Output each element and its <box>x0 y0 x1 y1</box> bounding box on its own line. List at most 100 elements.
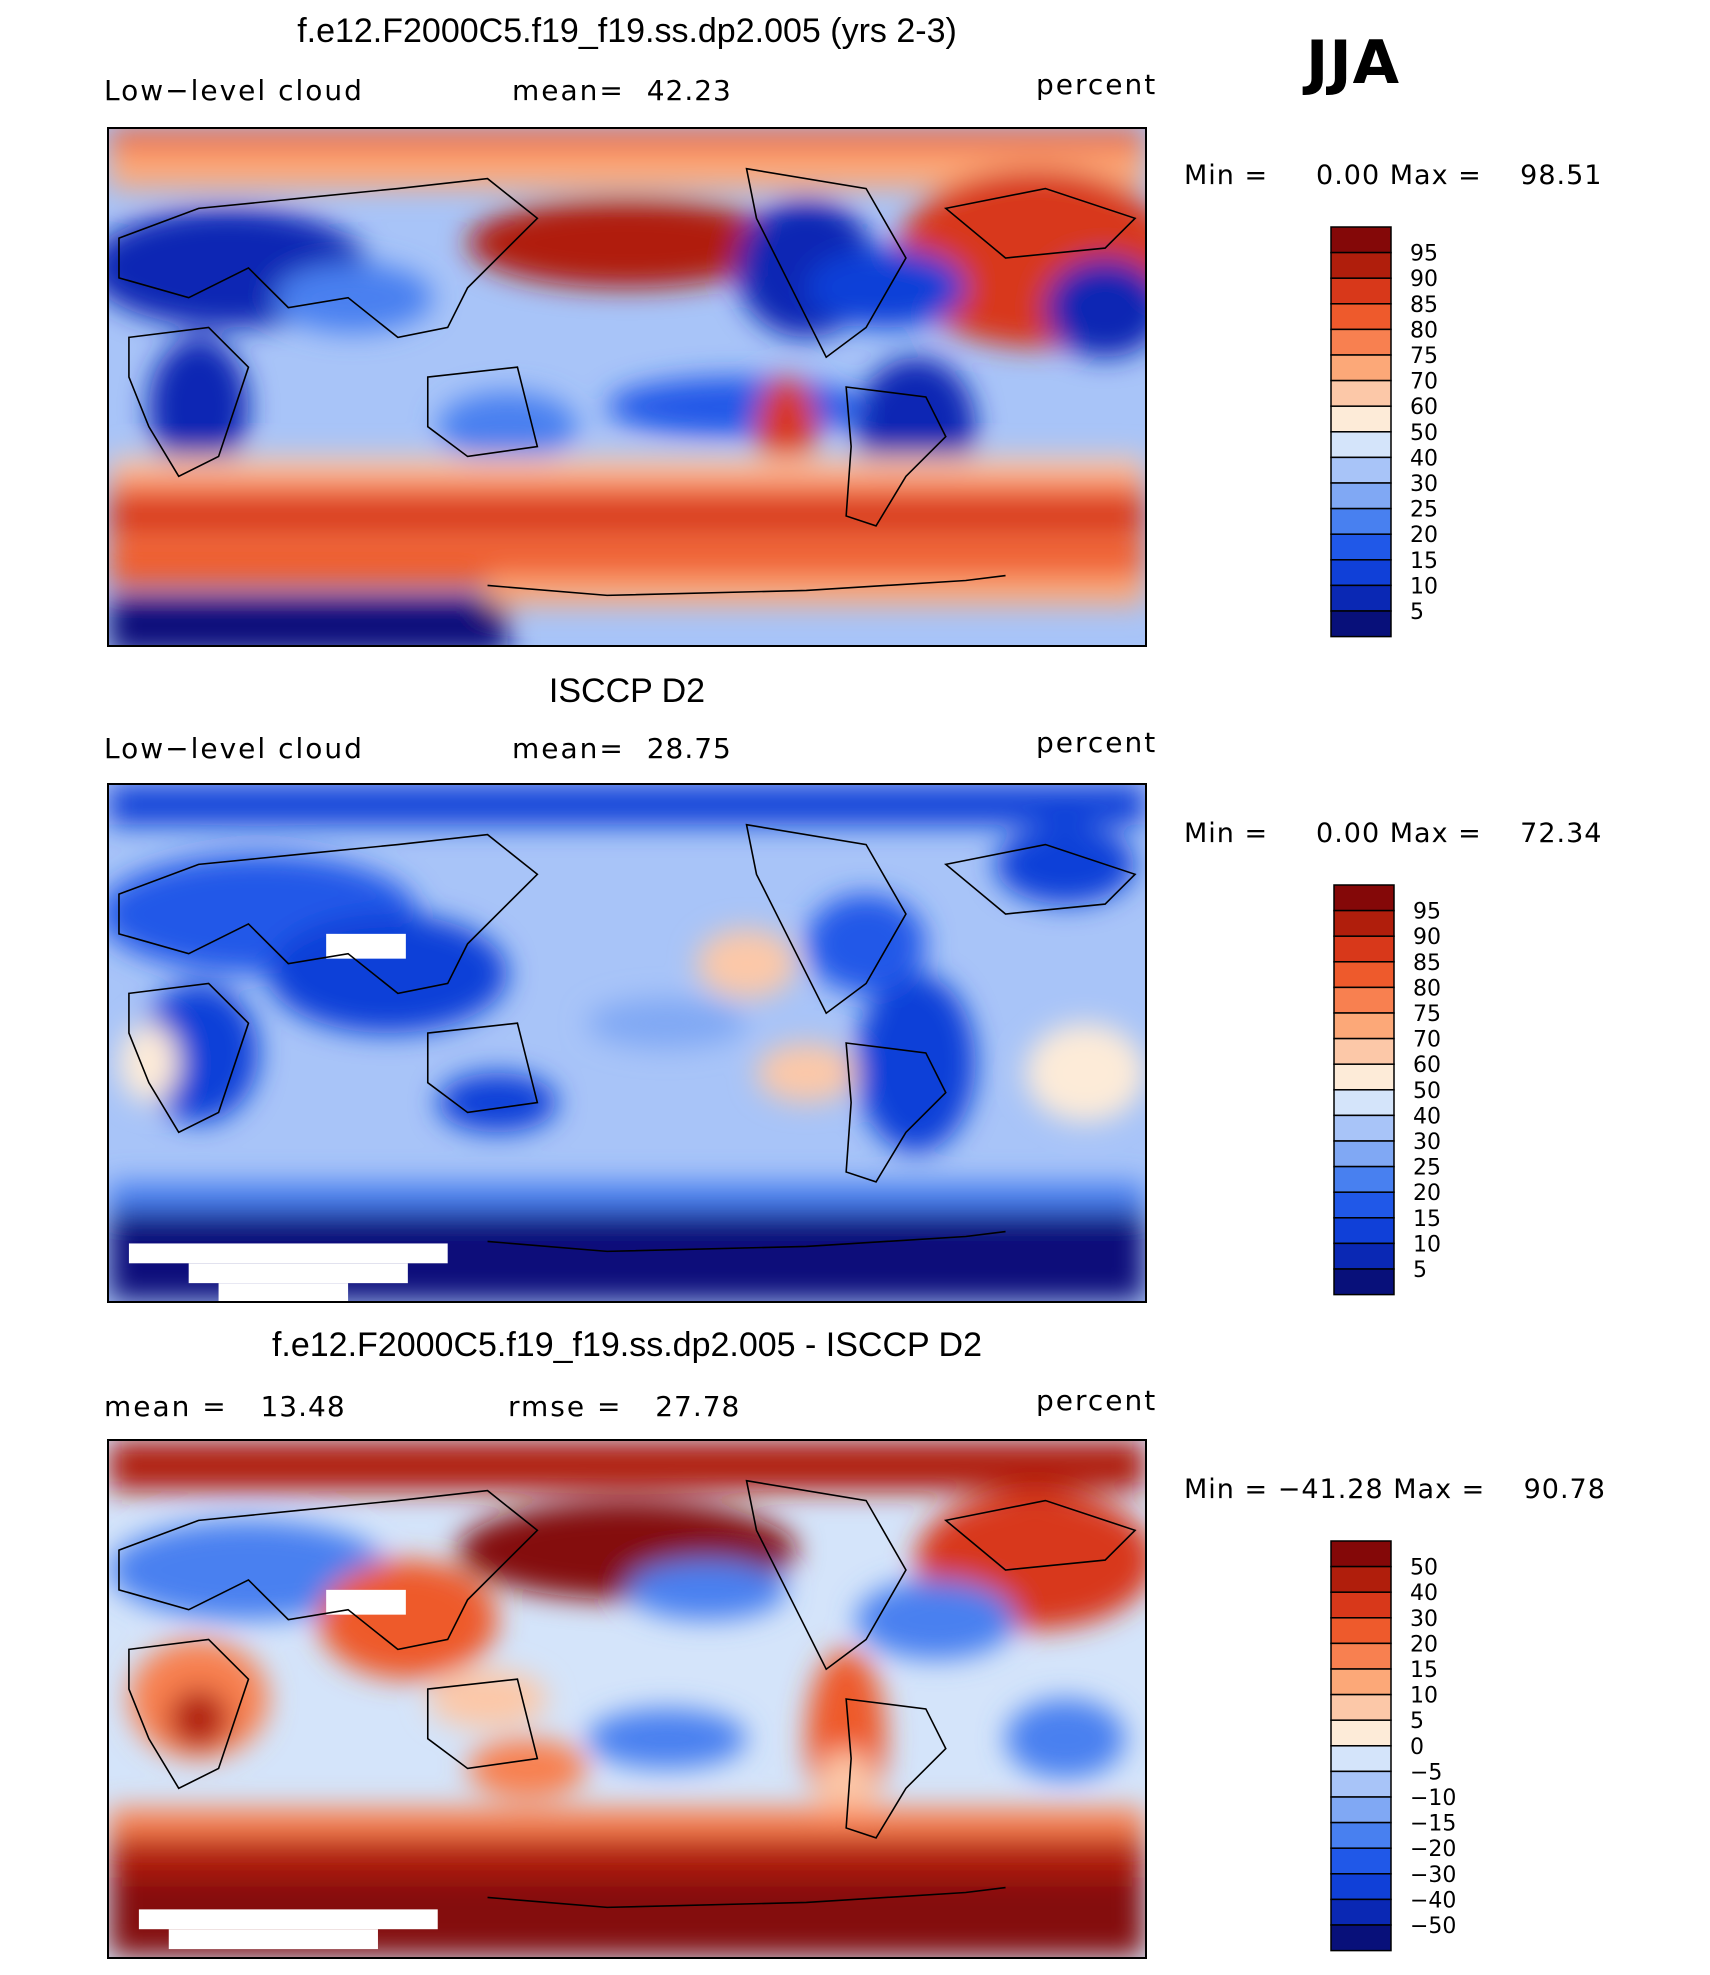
panel-1-mean: mean= 42.23 <box>512 74 732 107</box>
colorbar-tick-label: 70 <box>1413 1028 1441 1053</box>
colorbar-tick-label: 75 <box>1413 1002 1441 1027</box>
colorbar-tick-label: 95 <box>1413 900 1441 925</box>
colorbar-box <box>1333 1140 1395 1168</box>
colorbar-box <box>1333 1268 1395 1296</box>
panel-2-title: ISCCP D2 <box>548 672 706 710</box>
colorbar-box <box>1330 1770 1392 1798</box>
season-label: JJA <box>1306 28 1401 98</box>
colorbar-box <box>1330 456 1392 484</box>
colorbar-tick-label: 30 <box>1413 1130 1441 1155</box>
colorbar-box <box>1330 354 1392 382</box>
colorbar-box <box>1333 884 1395 912</box>
colorbar-box <box>1330 533 1392 561</box>
colorbar-box <box>1330 1642 1392 1670</box>
colorbar-box <box>1330 1617 1392 1645</box>
colorbar-tick-label: −50 <box>1410 1914 1456 1939</box>
colorbar-box <box>1330 1821 1392 1849</box>
colorbar-box <box>1330 1898 1392 1926</box>
panel-1-title: f.e12.F2000C5.f19_f19.ss.dp2.005 (yrs 2-… <box>297 12 957 50</box>
colorbar-box <box>1333 1037 1395 1065</box>
colorbar-box <box>1330 405 1392 433</box>
colorbar-tick-label: 40 <box>1410 1581 1438 1606</box>
colorbar-tick-label: −40 <box>1410 1888 1456 1913</box>
colorbar-box <box>1330 559 1392 587</box>
colorbar-box <box>1330 507 1392 535</box>
panel-3-min-max: Min = −41.28 Max = 90.78 <box>1184 1474 1606 1505</box>
colorbar-tick-label: 10 <box>1410 1684 1438 1709</box>
panel-1-map <box>107 127 1147 647</box>
colorbar-box <box>1330 482 1392 510</box>
colorbar-box <box>1330 1540 1392 1568</box>
panel-3-title: f.e12.F2000C5.f19_f19.ss.dp2.005 - ISCCP… <box>271 1326 983 1364</box>
colorbar-tick-label: 20 <box>1410 1632 1438 1657</box>
colorbar-box <box>1333 1217 1395 1245</box>
colorbar-tick-label: 40 <box>1410 446 1438 471</box>
panel-2-variable-label: Low−level cloud <box>104 732 364 765</box>
colorbar-box <box>1333 961 1395 989</box>
colorbar-tick-label: 30 <box>1410 1607 1438 1632</box>
colorbar-box <box>1333 986 1395 1014</box>
colorbar-tick-label: 90 <box>1410 267 1438 292</box>
panel-3-units: percent <box>1036 1384 1158 1417</box>
panel-1-min-max: Min = 0.00 Max = 98.51 <box>1184 160 1603 191</box>
colorbar-tick-label: 20 <box>1413 1181 1441 1206</box>
colorbar-box <box>1330 379 1392 407</box>
colorbar-box <box>1330 303 1392 331</box>
panel-2-colorbar: 95 90 85 80 75 70 60 50 40 30 25 20 15 10 5 <box>1333 884 1493 1298</box>
colorbar-box <box>1333 1191 1395 1219</box>
colorbar-box <box>1330 1591 1392 1619</box>
colorbar-tick-label: 10 <box>1413 1232 1441 1257</box>
colorbar-box <box>1330 1924 1392 1952</box>
colorbar-box <box>1330 1847 1392 1875</box>
colorbar-tick-label: 0 <box>1410 1735 1424 1760</box>
colorbar-box <box>1333 1012 1395 1040</box>
panel-3-mean: mean = 13.48 <box>104 1390 346 1423</box>
panel-2-min-max: Min = 0.00 Max = 72.34 <box>1184 818 1603 849</box>
colorbar-tick-label: 30 <box>1410 472 1438 497</box>
colorbar-box <box>1330 610 1392 638</box>
colorbar-tick-label: 20 <box>1410 523 1438 548</box>
panel-3-colorbar: 50 40 30 20 15 10 5 0 −5 −10 −15 −20 −30 −40 −50 <box>1330 1540 1490 1954</box>
colorbar-box <box>1330 1745 1392 1773</box>
panel-2-units: percent <box>1036 726 1158 759</box>
colorbar-box <box>1333 1063 1395 1091</box>
colorbar-box <box>1330 431 1392 459</box>
colorbar-tick-label: −15 <box>1410 1812 1456 1837</box>
colorbar-tick-label: −30 <box>1410 1863 1456 1888</box>
colorbar-box <box>1330 1873 1392 1901</box>
panel-3-rmse: rmse = 27.78 <box>508 1390 741 1423</box>
colorbar-tick-label: −10 <box>1410 1786 1456 1811</box>
panel-2-map <box>107 783 1147 1303</box>
colorbar-tick-label: 50 <box>1410 421 1438 446</box>
colorbar-tick-label: 60 <box>1413 1053 1441 1078</box>
colorbar-box <box>1330 251 1392 279</box>
colorbar-tick-label: 40 <box>1413 1104 1441 1129</box>
colorbar-tick-label: 25 <box>1410 498 1438 523</box>
colorbar-box <box>1330 1565 1392 1593</box>
colorbar-tick-label: 85 <box>1410 293 1438 318</box>
colorbar-box <box>1330 328 1392 356</box>
colorbar-box <box>1330 1693 1392 1721</box>
colorbar-tick-label: 15 <box>1410 549 1438 574</box>
colorbar-tick-label: 85 <box>1413 951 1441 976</box>
colorbar-tick-label: 75 <box>1410 344 1438 369</box>
colorbar-tick-label: 50 <box>1413 1079 1441 1104</box>
colorbar-tick-label: 5 <box>1410 1709 1424 1734</box>
colorbar-box <box>1330 277 1392 305</box>
colorbar-tick-label: 15 <box>1413 1207 1441 1232</box>
colorbar-box <box>1330 1719 1392 1747</box>
panel-1-colorbar: 95 90 85 80 75 70 60 50 40 30 25 20 15 10 5 <box>1330 226 1490 640</box>
panel-3-map <box>107 1439 1147 1959</box>
colorbar-tick-label: 90 <box>1413 925 1441 950</box>
colorbar-box <box>1330 1668 1392 1696</box>
colorbar-tick-label: −5 <box>1410 1760 1442 1785</box>
colorbar-box <box>1333 909 1395 937</box>
colorbar-tick-label: 25 <box>1413 1156 1441 1181</box>
colorbar-tick-label: 5 <box>1413 1258 1427 1283</box>
panel-2-mean: mean= 28.75 <box>512 732 732 765</box>
colorbar-box <box>1333 1089 1395 1117</box>
